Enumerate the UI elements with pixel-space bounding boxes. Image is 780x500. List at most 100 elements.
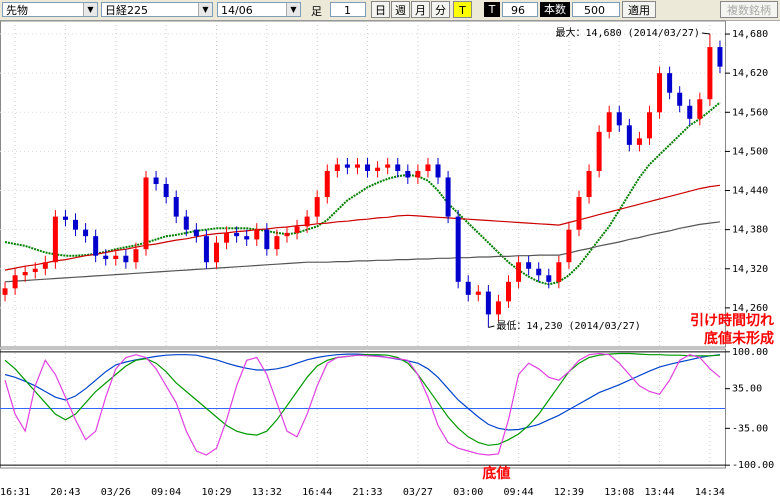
candle-body xyxy=(163,184,169,198)
series-line xyxy=(4,184,721,271)
candle-body xyxy=(455,216,461,282)
candle-body xyxy=(103,255,109,259)
candle-body xyxy=(22,272,28,276)
candle-body xyxy=(183,216,189,230)
multi-text: 複数銘柄 xyxy=(727,4,771,17)
candle-body xyxy=(435,164,441,178)
market-text: 先物 xyxy=(6,4,28,17)
candle-body xyxy=(143,177,149,250)
y-tick-label: 14,560 xyxy=(732,107,768,118)
count-label-text: 本数 xyxy=(544,3,566,16)
period-button[interactable]: 分 xyxy=(431,1,450,18)
candle-body xyxy=(485,291,491,315)
series-line xyxy=(4,352,721,456)
candle-body xyxy=(284,232,290,237)
x-tick-label: 13:44 xyxy=(644,487,674,498)
price-panel xyxy=(0,20,726,348)
candle-body xyxy=(536,268,542,276)
series-line xyxy=(4,221,721,283)
candle-body xyxy=(667,73,673,93)
market-select[interactable]: 先物 ▼ xyxy=(2,2,98,17)
y-tick-label: 14,260 xyxy=(732,303,768,314)
candle-body xyxy=(365,164,371,171)
x-tick-label: 03:00 xyxy=(453,487,483,498)
candle-body xyxy=(385,164,391,168)
candle-body xyxy=(375,167,381,171)
candle-body xyxy=(556,262,562,282)
candle-body xyxy=(425,164,431,171)
chart: 16:31 20:43 03/26 09:04 10:29 13:32 16:44 21:33… xyxy=(0,20,774,498)
candle-body xyxy=(546,275,552,282)
candle-body xyxy=(344,164,350,168)
candle-body xyxy=(415,170,421,178)
candle-body xyxy=(395,164,401,171)
bar-size-input[interactable]: 1 xyxy=(330,2,366,17)
y-tick-label: 14,440 xyxy=(732,186,768,197)
y-tick-label: 14,380 xyxy=(732,225,768,236)
y-tick-label: -35.00 xyxy=(732,423,768,434)
candle-body xyxy=(475,291,481,295)
count-label: 本数 xyxy=(540,2,570,17)
candle-body xyxy=(2,288,8,295)
dropdown-arrow: ▼ xyxy=(286,3,300,16)
series-line xyxy=(4,101,721,286)
period-button[interactable]: T xyxy=(453,1,472,18)
contract-select[interactable]: 14/06 ▼ xyxy=(217,2,301,17)
candle-body xyxy=(73,219,79,230)
y-tick-label: 35.00 xyxy=(732,384,762,395)
candle-body xyxy=(636,138,642,145)
period-button[interactable]: 日 xyxy=(371,1,390,18)
y-tick-label: -100.00 xyxy=(732,460,774,471)
candle-body xyxy=(254,229,260,240)
y-tick-label: 100.00 xyxy=(732,347,768,358)
candle-body xyxy=(62,216,68,220)
period-button[interactable]: 週 xyxy=(391,1,410,18)
candle-body xyxy=(274,236,280,250)
x-tick-label: 09:04 xyxy=(151,487,181,498)
min-pointer xyxy=(488,325,495,328)
apply-button[interactable]: 適用 xyxy=(622,1,656,18)
candle-body xyxy=(596,131,602,171)
candle-body xyxy=(42,262,48,269)
candle-body xyxy=(626,125,632,145)
bar-label: 足 xyxy=(311,5,322,18)
count-input[interactable]: 500 xyxy=(572,2,620,17)
candle-body xyxy=(465,281,471,295)
candle-body xyxy=(677,92,683,106)
candle-body xyxy=(334,164,340,171)
index-select[interactable]: 日経225 ▼ xyxy=(101,2,213,17)
candle-body xyxy=(264,229,270,250)
candle-body xyxy=(294,226,300,233)
candle-body xyxy=(324,170,330,198)
candle-body xyxy=(506,281,512,302)
bottom-annotation: 底値 xyxy=(482,465,510,482)
candle-body xyxy=(576,197,582,230)
apply-text: 適用 xyxy=(628,4,650,17)
note-annotation: 引け時間切れ xyxy=(690,312,774,329)
max-pointer xyxy=(701,32,710,35)
x-tick-label: 03/27 xyxy=(403,487,433,498)
x-tick-label: 13:08 xyxy=(604,487,634,498)
candle-body xyxy=(687,105,693,119)
candle-body xyxy=(123,255,129,263)
candle-body xyxy=(12,275,18,289)
t-value: 96 xyxy=(511,4,525,17)
candle-body xyxy=(234,232,240,237)
candle-body xyxy=(697,99,703,119)
candle-body xyxy=(113,255,119,259)
period-button[interactable]: 月 xyxy=(411,1,430,18)
dropdown-arrow: ▼ xyxy=(198,3,212,16)
candle-body xyxy=(717,47,723,67)
multi-button[interactable]: 複数銘柄 xyxy=(720,1,778,18)
x-tick-label: 03/26 xyxy=(101,487,131,498)
candle-body xyxy=(606,112,612,132)
candle-body xyxy=(193,229,199,237)
max-annotation: 最大：14,680 (2014/03/27) xyxy=(556,26,700,39)
x-tick-label: 12:39 xyxy=(554,487,584,498)
contract-text: 14/06 xyxy=(221,4,253,17)
candle-body xyxy=(203,236,209,263)
t-input[interactable]: 96 xyxy=(502,2,538,17)
candle-body xyxy=(314,197,320,217)
